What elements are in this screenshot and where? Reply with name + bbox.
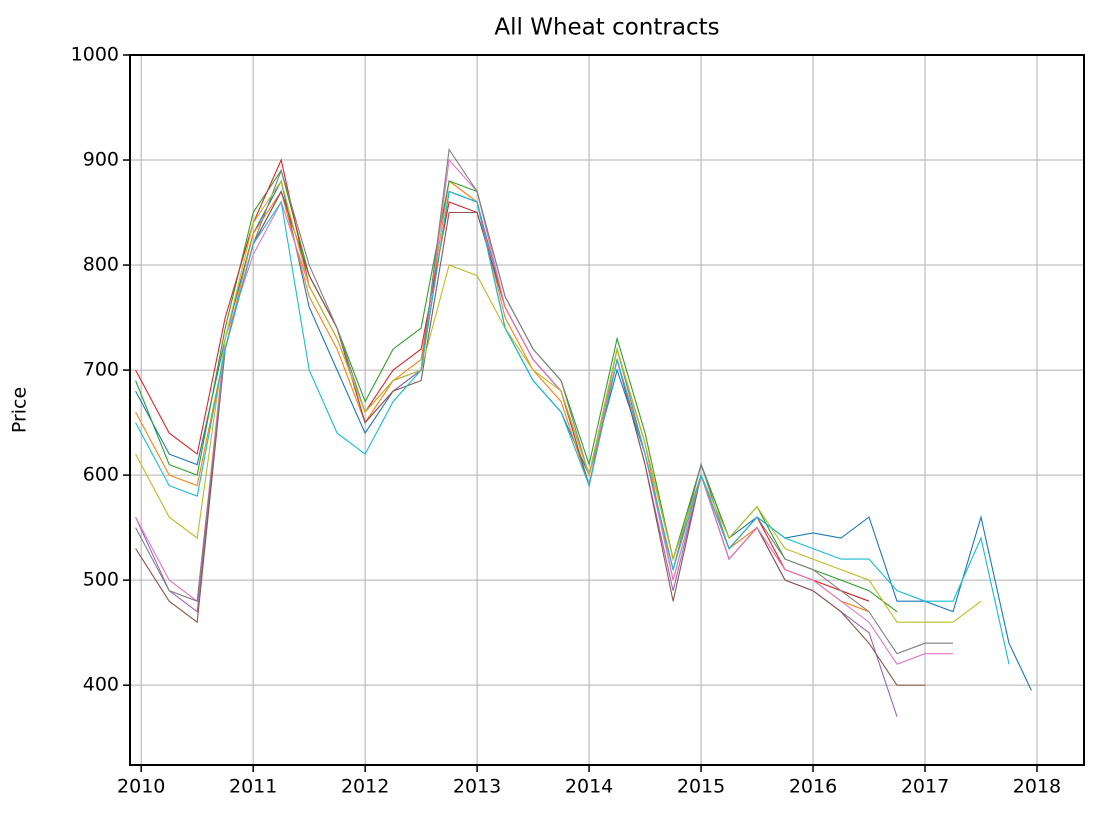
x-tick-label: 2010 xyxy=(117,776,165,798)
y-tick-label: 600 xyxy=(83,464,119,486)
plot-frame xyxy=(129,54,1085,766)
series-line xyxy=(135,147,953,655)
series-line xyxy=(135,158,870,602)
y-tick-label: 400 xyxy=(83,674,119,696)
y-axis-label: Price xyxy=(9,387,31,433)
x-tick-label: 2017 xyxy=(901,776,949,798)
series-line xyxy=(135,190,898,717)
series-line xyxy=(135,179,982,623)
y-tick-label: 500 xyxy=(83,569,119,591)
series-line xyxy=(135,179,1032,691)
y-tick-label: 900 xyxy=(83,149,119,171)
x-tick-label: 2013 xyxy=(453,776,501,798)
x-tick-label: 2016 xyxy=(789,776,837,798)
x-tick-label: 2012 xyxy=(341,776,389,798)
x-tick-label: 2015 xyxy=(677,776,725,798)
y-tick-label: 700 xyxy=(83,359,119,381)
y-tick-label: 1000 xyxy=(71,44,119,66)
chart-title: All Wheat contracts xyxy=(494,15,719,41)
x-tick-label: 2011 xyxy=(229,776,277,798)
y-tick-label: 800 xyxy=(83,254,119,276)
x-tick-label: 2014 xyxy=(565,776,613,798)
series-line xyxy=(135,158,953,665)
series-line xyxy=(135,190,1010,665)
x-tick-label: 2018 xyxy=(1013,776,1061,798)
